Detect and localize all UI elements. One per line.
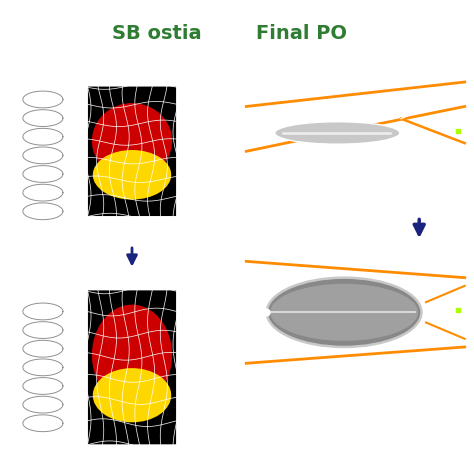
Text: B: B <box>230 448 239 462</box>
Text: B2: B2 <box>248 414 267 427</box>
Text: B1: B1 <box>248 175 267 188</box>
Ellipse shape <box>275 122 400 144</box>
Ellipse shape <box>267 278 421 347</box>
Text: A5: A5 <box>73 228 88 238</box>
Ellipse shape <box>270 284 418 341</box>
Ellipse shape <box>93 368 171 422</box>
Ellipse shape <box>92 305 172 405</box>
Bar <box>88 86 176 217</box>
Text: A6: A6 <box>73 444 88 454</box>
Bar <box>88 290 176 445</box>
Text: "Metallic carina": "Metallic carina" <box>248 159 322 168</box>
Text: Final PO: Final PO <box>256 24 347 44</box>
Ellipse shape <box>93 150 171 200</box>
Text: SB ostia: SB ostia <box>112 24 201 44</box>
Ellipse shape <box>92 103 172 179</box>
